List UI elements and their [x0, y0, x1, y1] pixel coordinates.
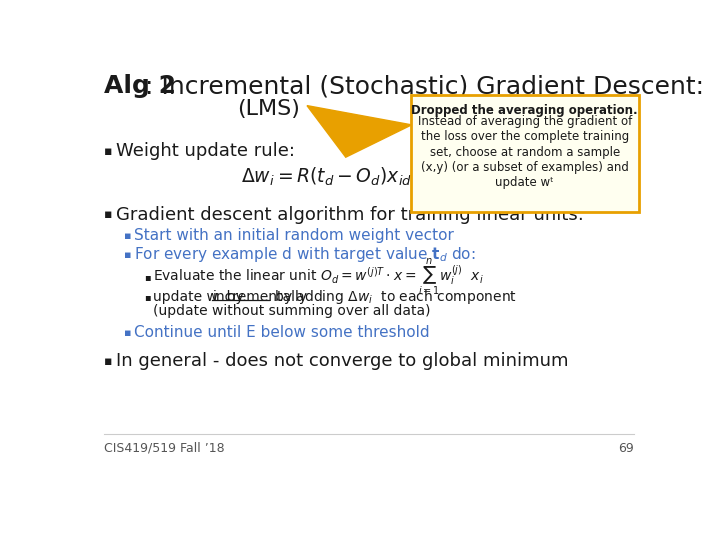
Text: 69: 69 [618, 442, 634, 455]
Text: Instead of averaging the gradient of: Instead of averaging the gradient of [418, 115, 632, 128]
Text: ▪: ▪ [124, 250, 132, 260]
Text: ▪: ▪ [144, 292, 151, 302]
Text: Evaluate the linear unit $O_d = w^{(j)T} \cdot x = \sum_{i=1}^{n} w_i^{(j)}\ \ x: Evaluate the linear unit $O_d = w^{(j)T}… [153, 256, 483, 298]
Text: update wᵗ: update wᵗ [495, 177, 554, 190]
FancyBboxPatch shape [411, 95, 639, 212]
Text: For every example d with target value $\mathbf{t}_d$ do:: For every example d with target value $\… [134, 246, 476, 265]
Text: Start with an initial random weight vector: Start with an initial random weight vect… [134, 228, 454, 243]
Text: ▪: ▪ [144, 272, 151, 282]
Text: (x,y) (or a subset of examples) and: (x,y) (or a subset of examples) and [420, 161, 629, 174]
Text: the loss over the complete training: the loss over the complete training [420, 130, 629, 143]
Text: CIS419/519 Fall ’18: CIS419/519 Fall ’18 [104, 442, 225, 455]
Polygon shape [307, 106, 412, 157]
Text: set, choose at random a sample: set, choose at random a sample [430, 146, 620, 159]
Text: (LMS): (LMS) [237, 99, 300, 119]
Text: ▪: ▪ [124, 231, 132, 241]
Text: Gradient descent algorithm for training linear units:: Gradient descent algorithm for training … [116, 206, 583, 224]
Text: (update without summing over all data): (update without summing over all data) [153, 304, 431, 318]
Text: $\Delta w_i = R(t_d - O_d)x_{id}$: $\Delta w_i = R(t_d - O_d)x_{id}$ [241, 165, 412, 187]
Text: ▪: ▪ [104, 208, 112, 221]
Text: update w  by: update w by [153, 291, 252, 305]
Text: by adding $\Delta w_i$  to each component: by adding $\Delta w_i$ to each component [270, 288, 517, 306]
Text: Alg 2: Alg 2 [104, 75, 176, 98]
Text: : Incremental (Stochastic) Gradient Descent:: : Incremental (Stochastic) Gradient Desc… [145, 75, 704, 98]
Text: ▪: ▪ [104, 355, 112, 368]
Text: Dropped the averaging operation.: Dropped the averaging operation. [411, 104, 638, 117]
Text: incrementally: incrementally [212, 291, 307, 305]
Text: ▪: ▪ [104, 145, 112, 158]
Text: In general - does not converge to global minimum: In general - does not converge to global… [116, 352, 568, 370]
Text: ▪: ▪ [124, 328, 132, 338]
Text: Weight update rule:: Weight update rule: [116, 142, 294, 160]
Text: Continue until E below some threshold: Continue until E below some threshold [134, 325, 430, 340]
